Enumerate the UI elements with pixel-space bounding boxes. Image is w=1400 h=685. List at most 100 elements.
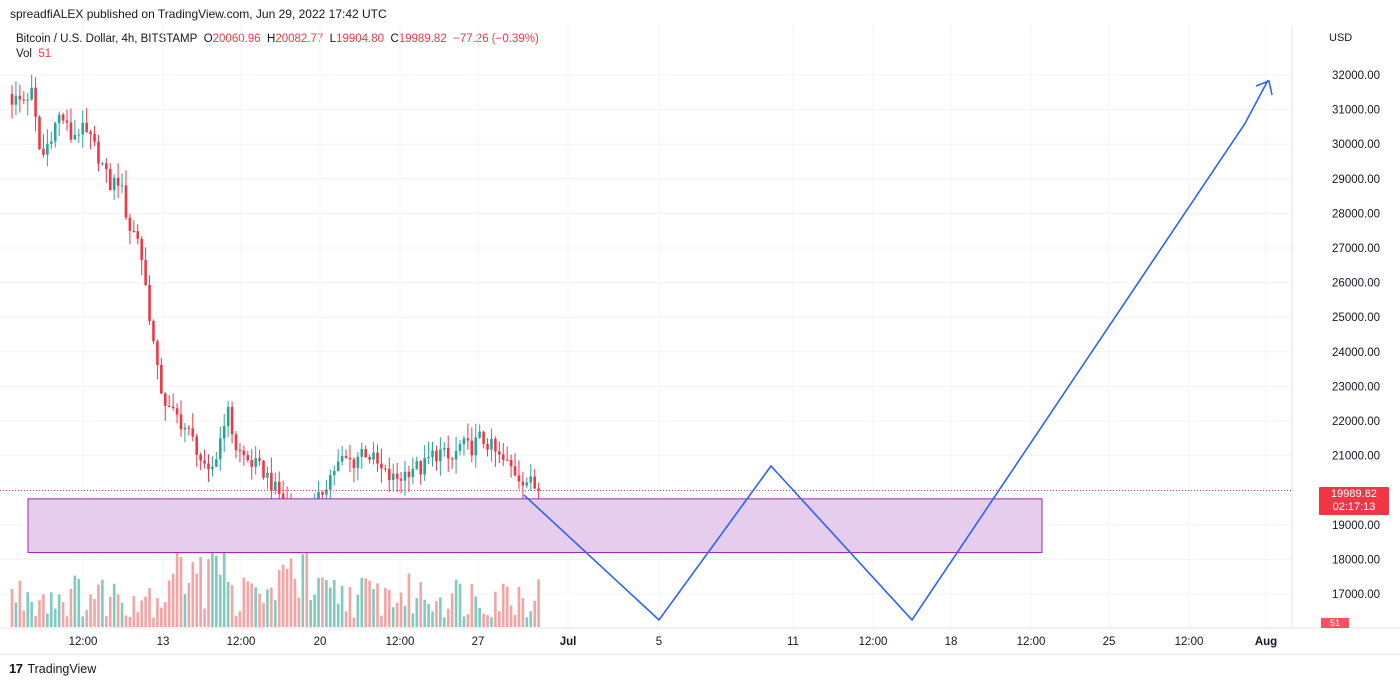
candle-body — [73, 134, 77, 140]
candle-body — [281, 493, 285, 501]
volume-bar — [148, 588, 151, 627]
candle-body — [156, 341, 159, 366]
volume-bar — [384, 587, 387, 627]
support-zone[interactable] — [27, 498, 1043, 553]
candle-body — [112, 177, 116, 190]
candle-body — [399, 478, 403, 481]
candle-body — [509, 459, 513, 467]
last-price-value: 19989.82 — [1331, 488, 1377, 500]
candle-body — [462, 438, 466, 445]
candle-body — [81, 122, 85, 135]
volume-bar — [478, 607, 481, 627]
volume-bar — [285, 568, 289, 627]
volume-bar — [407, 573, 411, 627]
projection-path[interactable] — [523, 79, 1269, 622]
time-label: 11 — [787, 636, 799, 648]
volume-bar — [195, 573, 199, 627]
candle-body — [57, 114, 61, 124]
candle-body — [85, 122, 88, 132]
volume-bar — [171, 573, 175, 627]
time-label: 12:00 — [69, 636, 98, 648]
footer-brand[interactable]: TradingView — [27, 661, 97, 676]
candle-body — [108, 169, 112, 190]
candle-body — [344, 456, 348, 458]
price-label: 26000.00 — [1332, 278, 1380, 290]
volume-bar — [156, 598, 159, 627]
candle-body — [171, 406, 175, 409]
volume-bar — [258, 593, 261, 627]
candle-body — [46, 143, 49, 155]
candle-body — [211, 466, 214, 470]
volume-bar — [270, 587, 273, 627]
candle-body — [376, 452, 379, 464]
candle-body — [482, 431, 485, 444]
symbol-name[interactable]: Bitcoin / U.S. Dollar, 4h, BITSTAMP — [16, 33, 198, 45]
price-label: 21000.00 — [1332, 451, 1380, 463]
price-label: 28000.00 — [1332, 208, 1380, 220]
currency-label: USD — [1329, 32, 1352, 44]
volume-bar — [427, 603, 430, 627]
candle-body — [140, 238, 143, 260]
candle-body — [22, 99, 26, 101]
volume-value: 51 — [38, 48, 52, 60]
candle-body — [34, 87, 37, 117]
volume-bar — [50, 592, 53, 627]
price-label: 23000.00 — [1332, 381, 1380, 393]
candle-body — [105, 163, 108, 170]
candle-body — [321, 492, 324, 495]
candle-body — [498, 451, 501, 455]
volume-bar — [124, 615, 128, 627]
candle-body — [411, 468, 415, 478]
candle-body — [336, 461, 340, 472]
volume-bar — [498, 611, 501, 627]
volume-bar — [513, 614, 517, 627]
volume-bar — [293, 579, 297, 627]
volume-bar — [486, 615, 489, 627]
volume-bar — [152, 617, 155, 627]
candle-body — [262, 460, 265, 478]
volume-bar — [466, 614, 470, 627]
candle-body — [30, 87, 33, 100]
candle-body — [218, 438, 222, 460]
volume-bar — [140, 600, 143, 627]
candle-body — [529, 476, 533, 483]
candle-body — [258, 458, 261, 461]
volume-bar — [356, 594, 360, 627]
volume-bar — [505, 586, 509, 627]
volume-bar — [234, 615, 238, 627]
price-axis-labels: 32000.00 31000.00 30000.00 29000.00 28000.00… — [1332, 70, 1380, 601]
price-label: 24000.00 — [1332, 347, 1380, 359]
candle-body — [89, 131, 92, 134]
candle-body — [525, 482, 529, 486]
volume-bar — [61, 602, 65, 627]
candle-body — [513, 466, 517, 476]
candle-body — [69, 122, 73, 140]
candle-body — [431, 450, 434, 457]
volume-bar — [77, 579, 81, 627]
volume-bar — [89, 594, 92, 627]
volume-bar — [93, 599, 96, 627]
candle-body — [521, 481, 525, 486]
tradingview-logo-icon[interactable]: 17 — [9, 661, 23, 676]
candle-body — [38, 116, 41, 150]
time-axis-labels: 12:00 13 12:00 20 12:00 27 Jul 5 11 12:00 18 12:00 2… — [69, 636, 1278, 648]
volume-bar — [352, 617, 356, 627]
volume-bar — [254, 587, 257, 627]
volume-bar — [321, 577, 324, 627]
time-label: 25 — [1103, 636, 1116, 648]
volume-bar — [443, 617, 446, 627]
volume-bar — [336, 603, 340, 627]
candle-body — [403, 471, 407, 481]
candle-body — [42, 149, 45, 155]
candle-body — [501, 454, 505, 460]
volume-label[interactable]: Vol — [16, 48, 32, 60]
volume-bar — [325, 580, 328, 627]
volume-bar — [85, 609, 88, 627]
candle-body — [505, 459, 509, 461]
time-label: 12:00 — [386, 636, 415, 648]
volume-bar — [26, 592, 30, 627]
candle-body — [97, 141, 100, 164]
volume-bar — [431, 611, 434, 627]
close-value: 19989.82 — [398, 33, 447, 45]
